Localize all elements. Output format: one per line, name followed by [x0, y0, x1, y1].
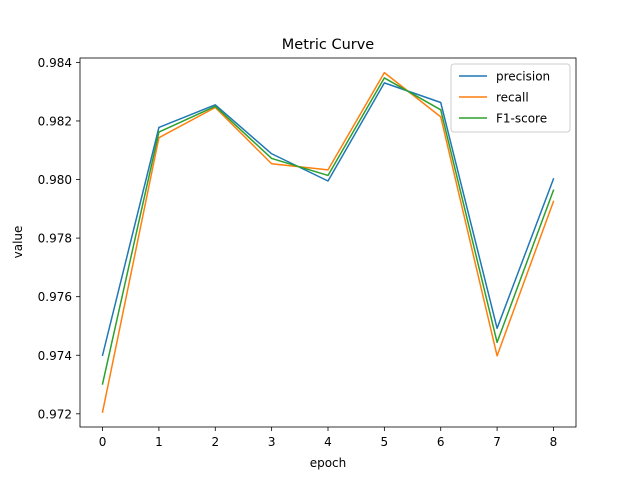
y-tick-label: 0.974	[38, 349, 72, 363]
x-tick-label: 0	[99, 435, 107, 449]
x-tick-label: 4	[324, 435, 332, 449]
x-tick-label: 2	[211, 435, 219, 449]
x-axis-label: epoch	[310, 456, 347, 470]
x-tick-label: 1	[155, 435, 163, 449]
x-axis: 0 1 2 3 4 5 6 7 8	[99, 427, 558, 449]
y-tick-label: 0.972	[38, 407, 72, 421]
y-tick-label: 0.978	[38, 232, 72, 246]
legend-label-precision: precision	[496, 70, 550, 84]
y-tick-label: 0.982	[38, 114, 72, 128]
series-line-precision	[101, 82, 555, 357]
series-line-recall	[101, 71, 555, 413]
legend: precision recall F1-score	[450, 63, 571, 133]
x-tick-label: 3	[268, 435, 276, 449]
x-tick-label: 6	[437, 435, 445, 449]
series-line-f1-score	[101, 77, 555, 385]
x-tick-label: 8	[550, 435, 558, 449]
x-tick-label: 5	[381, 435, 389, 449]
y-tick-label: 0.976	[38, 290, 72, 304]
y-tick-label: 0.984	[38, 56, 72, 70]
legend-label-f1-score: F1-score	[496, 112, 547, 126]
y-axis-label: value	[11, 226, 25, 259]
legend-label-recall: recall	[496, 91, 529, 105]
x-tick-label: 7	[493, 435, 501, 449]
y-tick-label: 0.980	[38, 173, 72, 187]
y-axis: 0.972 0.974 0.976 0.978 0.980 0.982 0.984	[38, 56, 80, 421]
legend-box	[450, 63, 571, 133]
chart-title: Metric Curve	[282, 37, 375, 53]
